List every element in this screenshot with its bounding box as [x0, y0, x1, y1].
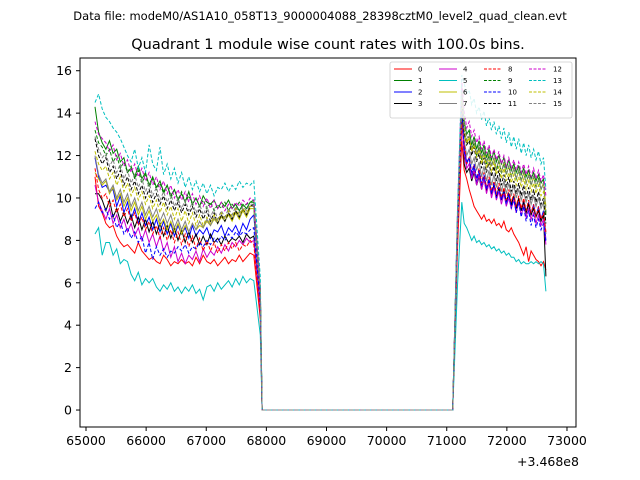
legend-label-1: 1 — [418, 77, 422, 85]
legend-label-3: 3 — [418, 100, 422, 108]
chart-title: Quadrant 1 module wise count rates with … — [131, 37, 525, 53]
figure-suptitle: Data file: modeM0/AS1A10_058T13_90000040… — [73, 9, 567, 23]
y-axis: 0 2 4 6 8 10 12 14 16 — [56, 63, 80, 418]
series-line-14 — [94, 100, 547, 411]
plot-frame — [79, 57, 577, 428]
y-tick-label: 4 — [64, 318, 72, 333]
y-tick-label: 8 — [64, 233, 72, 248]
series-line-3 — [95, 94, 547, 411]
legend-label-5: 5 — [463, 77, 467, 85]
series-line-15 — [94, 91, 547, 411]
x-tick-label: 71000 — [427, 433, 467, 448]
y-tick-label: 12 — [56, 148, 72, 163]
legend-box — [389, 61, 573, 119]
x-tick-label: 66000 — [126, 433, 166, 448]
legend-label-7: 7 — [463, 100, 467, 108]
legend-label-6: 6 — [463, 89, 468, 97]
x-tick-label: 73000 — [547, 433, 587, 448]
legend-label-4: 4 — [463, 66, 468, 74]
y-tick-label: 6 — [64, 275, 72, 290]
legend-label-9: 9 — [508, 77, 512, 85]
y-tick-label: 10 — [56, 190, 72, 205]
legend-label-2: 2 — [418, 89, 422, 97]
series-line-5 — [94, 202, 547, 411]
series-line-1 — [94, 87, 547, 411]
legend-label-12: 12 — [553, 66, 562, 74]
legend-label-10: 10 — [508, 89, 517, 97]
y-tick-label: 14 — [56, 106, 72, 121]
legend-label-13: 13 — [553, 77, 562, 85]
x-tick-label: 65000 — [66, 433, 106, 448]
series-line-0 — [94, 140, 547, 411]
y-tick-label: 2 — [64, 360, 72, 375]
x-axis-offset-label: +3.468e8 — [517, 454, 579, 469]
x-axis: 65000 66000 67000 68000 69000 70000 71000 72000… — [66, 427, 587, 448]
series-line-4 — [94, 123, 547, 411]
y-tick-label: 16 — [56, 63, 72, 78]
legend-label-14: 14 — [553, 89, 562, 97]
series-line-10 — [94, 102, 547, 411]
x-tick-label: 67000 — [186, 433, 226, 448]
legend-label-0: 0 — [418, 66, 422, 74]
series-line-11 — [94, 98, 547, 411]
legend-label-8: 8 — [508, 66, 512, 74]
y-tick-label: 0 — [64, 403, 72, 418]
legend-label-15: 15 — [553, 100, 562, 108]
x-tick-label: 72000 — [487, 433, 527, 448]
legend-label-11: 11 — [508, 100, 517, 108]
series-line-12 — [94, 79, 547, 411]
x-tick-label: 70000 — [367, 433, 407, 448]
series-line-9 — [94, 96, 547, 411]
series-line-8 — [94, 123, 547, 411]
x-tick-label: 68000 — [246, 433, 286, 448]
series-lines — [94, 74, 547, 411]
series-line-13 — [94, 74, 547, 411]
x-tick-label: 69000 — [307, 433, 347, 448]
